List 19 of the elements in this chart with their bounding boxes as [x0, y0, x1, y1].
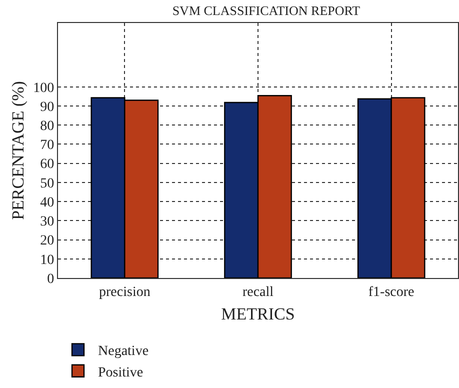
y-tick-label: 80: [40, 118, 54, 134]
y-tick-label: 20: [40, 234, 54, 249]
y-tick-label: 50: [40, 176, 54, 192]
y-tick-label: 10: [40, 252, 54, 268]
legend-label: Positive: [98, 365, 144, 380]
y-tick-label: 40: [40, 195, 54, 210]
y-tick-label: 90: [40, 100, 54, 115]
y-tick-label: 30: [40, 214, 54, 230]
x-tick-label: precision: [99, 284, 150, 300]
chart-title: SVM CLASSIFICATION REPORT: [172, 2, 360, 18]
y-axis-title: PERCENTAGE (%): [8, 81, 28, 220]
y-tick-label: 60: [40, 157, 54, 172]
x-axis-title: METRICS: [221, 304, 295, 324]
y-tick-label: 70: [40, 138, 54, 154]
x-tick-label: recall: [242, 284, 274, 300]
legend-label: Negative: [98, 344, 149, 360]
x-tick-label: f1-score: [368, 284, 414, 300]
y-tick-label: 100: [33, 80, 54, 96]
y-tick-label: 0: [47, 272, 54, 287]
